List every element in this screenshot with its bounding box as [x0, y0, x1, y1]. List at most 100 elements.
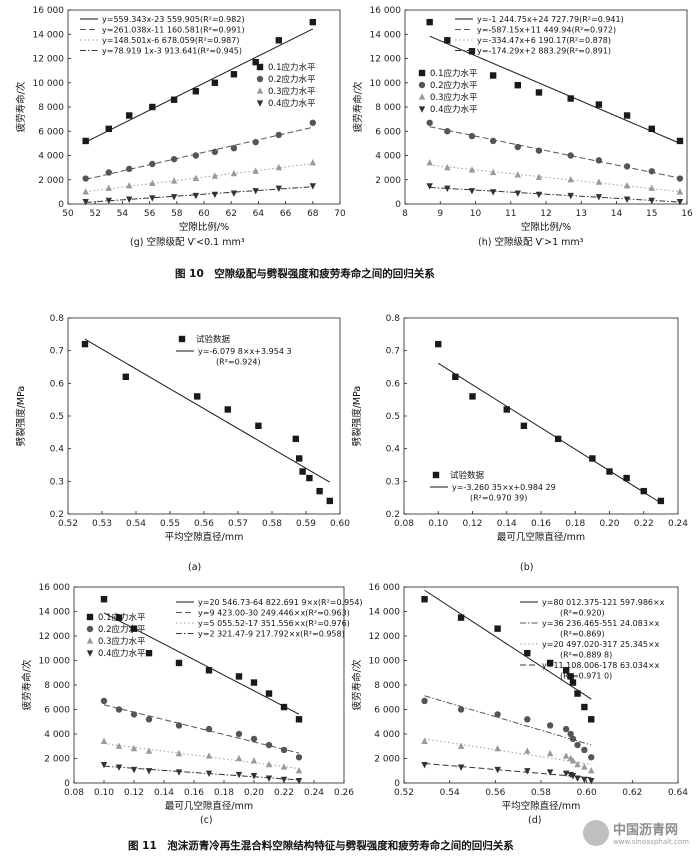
data-point — [421, 697, 428, 705]
data-point — [295, 766, 303, 774]
subcaption-b: (b) — [520, 562, 534, 573]
y-tick-label: 2 000 — [38, 176, 64, 186]
data-point — [588, 777, 595, 785]
data-point — [676, 198, 684, 206]
data-point — [170, 177, 178, 184]
fit-line — [85, 186, 313, 203]
legend-series-name: 试验数据 — [196, 334, 231, 345]
data-point — [588, 766, 595, 774]
x-tick-label: 12 — [540, 209, 551, 219]
data-point — [489, 72, 497, 79]
x-tick-label: 0.62 — [622, 788, 642, 798]
subcaption-g: (g) 空隙级配 V′<0.1 mm³ — [130, 237, 245, 248]
legend-r2: (R²=0.971 0) — [560, 672, 612, 681]
x-tick-label: 0.54 — [440, 788, 460, 798]
y-axis-label: 疲劳寿命/次 — [352, 81, 364, 132]
fit-line — [424, 695, 592, 746]
y-axis-label: 疲劳寿命/次 — [351, 659, 363, 710]
legend-series-name: 0.1应力水平 — [98, 612, 146, 623]
data-point — [126, 196, 133, 203]
data-point — [265, 760, 273, 768]
x-tick-label: 54 — [117, 209, 129, 219]
figure-10-caption: 图 10 空隙级配与劈裂强度和疲劳寿命之间的回归关系 — [175, 268, 435, 280]
data-point — [280, 763, 288, 770]
data-point — [145, 649, 153, 657]
data-point — [676, 137, 684, 145]
data-point — [205, 667, 213, 674]
legend-r2: (R²=0.889 8) — [560, 651, 612, 660]
y-axis-label: 劈裂强度/MPa — [351, 386, 363, 447]
data-point — [468, 48, 476, 55]
data-point — [524, 747, 531, 754]
data-point — [581, 776, 588, 784]
data-point — [126, 182, 133, 189]
legend-series-name: 0.4应力水平 — [430, 104, 478, 115]
data-point — [469, 393, 476, 400]
x-tick-label: 0.16 — [184, 788, 204, 798]
chart-g: 50 52 54 56 58 60 62 64 66 68 70 0 2 000 4 000 6 000 8 … — [15, 6, 346, 233]
data-point — [676, 188, 684, 195]
x-axis-label: 空隙比例/% — [521, 221, 571, 233]
legend-series-name: 0.1应力水平 — [268, 62, 316, 73]
y-tick-label: 0.2 — [386, 510, 400, 520]
legend-equation: y=11 108.006-178 63.034×x — [542, 661, 660, 670]
data-point — [562, 752, 570, 759]
data-point — [562, 667, 570, 674]
x-tick-label: 0.16 — [531, 519, 551, 529]
data-point — [275, 37, 282, 44]
legend-marker — [418, 93, 426, 100]
legend-equation: y=5 055.52-17 351.556×x(R²=0.976) — [198, 619, 350, 628]
y-tick-label: 6 000 — [44, 706, 70, 716]
x-tick-label: 9 — [437, 209, 443, 219]
data-point — [230, 71, 238, 78]
data-point — [489, 189, 497, 196]
data-point — [514, 171, 521, 178]
x-tick-label: 0.60 — [577, 788, 597, 798]
data-point — [524, 768, 531, 775]
y-tick-label: 4 000 — [44, 730, 70, 740]
x-tick-label: 0.20 — [599, 519, 619, 529]
y-tick-label: 10 000 — [39, 657, 71, 667]
data-point — [426, 183, 433, 190]
legend-marker — [432, 471, 440, 479]
data-point — [562, 725, 570, 733]
data-point — [175, 722, 183, 729]
data-point — [145, 747, 153, 754]
y-tick-label: 4 000 — [375, 152, 401, 162]
data-point — [648, 125, 655, 133]
y-tick-label: 10 000 — [33, 79, 65, 89]
data-point — [235, 754, 243, 762]
subcaption-d: (d) — [528, 815, 542, 826]
y-tick-label: 0.4 — [386, 445, 401, 455]
data-point — [468, 188, 476, 195]
legend-marker — [86, 650, 94, 657]
x-tick-label: 0.18 — [565, 519, 585, 529]
fit-line — [424, 589, 592, 700]
data-point — [296, 455, 303, 462]
data-point — [595, 194, 603, 201]
data-point — [130, 766, 138, 774]
data-point — [100, 596, 108, 603]
data-point — [546, 769, 554, 776]
data-point — [520, 422, 528, 429]
legend-marker — [256, 63, 264, 71]
data-point — [280, 776, 288, 784]
data-point — [309, 183, 316, 190]
legend-equation: y=2 321.47-9 217.792×x(R²=0.958) — [198, 630, 345, 639]
legend-series-name: 0.3应力水平 — [430, 92, 478, 103]
data-point — [252, 58, 259, 66]
data-point — [130, 711, 138, 718]
data-point — [514, 190, 521, 197]
data-point — [292, 435, 299, 443]
legend-equation: y=-174.29x+2 883.29(R²=0.891) — [477, 47, 611, 56]
data-point — [426, 18, 433, 26]
data-point — [648, 168, 655, 175]
x-tick-label: 0.59 — [296, 519, 316, 529]
legend-r2: (R²=0.869) — [560, 630, 605, 639]
y-tick-label: 6 000 — [374, 706, 400, 716]
y-tick-label: 0.2 — [50, 510, 64, 520]
data-point — [275, 163, 282, 171]
fit-line — [424, 738, 592, 765]
data-point — [81, 340, 89, 348]
data-point — [421, 762, 428, 769]
